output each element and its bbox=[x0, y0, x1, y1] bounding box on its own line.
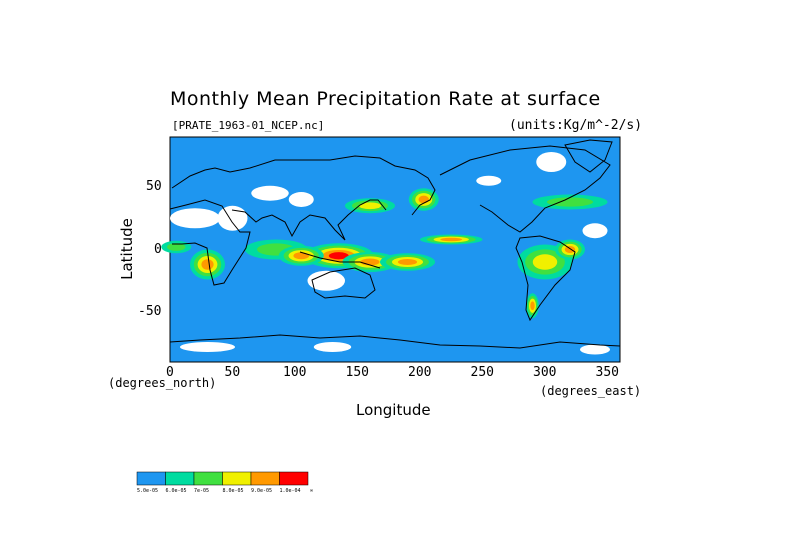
precip-cell bbox=[328, 252, 349, 260]
missing-region bbox=[217, 205, 248, 231]
colorbar-label: 6.0e-05 bbox=[166, 488, 187, 494]
x-tick-label: 300 bbox=[533, 365, 557, 380]
coastline-eurasia bbox=[171, 155, 436, 216]
coastline-south-america bbox=[515, 235, 576, 322]
missing-region bbox=[288, 192, 314, 207]
colorbar-swatch bbox=[136, 471, 166, 486]
x-axis-label: Longitude bbox=[356, 401, 431, 419]
x-tick-label: 250 bbox=[470, 365, 494, 380]
precip-cell bbox=[564, 246, 576, 253]
precip-cell bbox=[418, 195, 429, 204]
missing-region bbox=[251, 185, 289, 201]
coastline-indonesia bbox=[299, 251, 381, 269]
x-tick-label: 50 bbox=[224, 365, 241, 380]
y-axis-label: Latitude bbox=[117, 218, 136, 280]
coastline-australia bbox=[311, 267, 376, 299]
precip-cell bbox=[397, 258, 418, 266]
missing-region bbox=[307, 270, 345, 291]
precip-cell bbox=[546, 197, 594, 207]
x-tick-label: 0 bbox=[166, 365, 174, 380]
missing-region bbox=[476, 175, 502, 186]
coastlines bbox=[169, 139, 621, 349]
y-tick-label: 0 bbox=[154, 241, 162, 257]
colorbar-swatch bbox=[250, 471, 280, 486]
colorbar-label: 1.0e-04 bbox=[280, 488, 301, 494]
missing-data-layer bbox=[170, 152, 610, 355]
x-tick-label: 150 bbox=[345, 365, 369, 380]
colorbar-label: ∞ bbox=[310, 488, 313, 494]
colorbar-swatch bbox=[165, 471, 195, 486]
coastline-north-america bbox=[439, 145, 611, 233]
colorbar-swatch bbox=[222, 471, 252, 486]
precip-cell bbox=[532, 254, 558, 270]
colorbar-label: 7e-05 bbox=[194, 488, 209, 494]
missing-region bbox=[582, 223, 608, 239]
x-tick-label: 200 bbox=[408, 365, 432, 380]
precipitation-layer bbox=[161, 188, 608, 319]
colorbar-label: 5.0e-05 bbox=[137, 488, 158, 494]
precip-cell bbox=[358, 202, 382, 210]
y-unit-label: (degrees_north) bbox=[108, 376, 217, 390]
missing-region bbox=[536, 152, 567, 172]
colorbar-label: 9.0e-05 bbox=[251, 488, 272, 494]
missing-region bbox=[580, 344, 610, 355]
missing-region bbox=[180, 342, 235, 352]
colorbar: 5.0e-05 6.0e-05 7e-05 8.0e-05 9.0e-05 1.0e-04… bbox=[136, 471, 313, 494]
precip-cell bbox=[360, 258, 380, 266]
precip-cell bbox=[201, 259, 214, 270]
precip-cell bbox=[440, 237, 463, 242]
colorbar-swatch bbox=[193, 471, 223, 486]
coastline-greenland bbox=[564, 139, 613, 173]
y-tick-label: 50 bbox=[146, 179, 162, 194]
precip-cell bbox=[293, 252, 310, 260]
precip-cell bbox=[530, 301, 535, 311]
colorbar-swatch bbox=[279, 471, 309, 486]
precip-cell bbox=[167, 243, 186, 251]
coastline-africa bbox=[169, 199, 251, 286]
coastline-antarctica bbox=[169, 334, 621, 349]
units-label: (units:Kg/m^-2/s) bbox=[509, 118, 643, 133]
missing-region bbox=[313, 342, 352, 352]
x-tick-label: 350 bbox=[595, 365, 619, 380]
missing-region bbox=[170, 208, 220, 229]
colorbar-label: 8.0e-05 bbox=[223, 488, 244, 494]
x-tick-label: 100 bbox=[283, 365, 307, 380]
file-label: [PRATE_1963-01_NCEP.nc] bbox=[172, 119, 325, 132]
x-unit-label: (degrees_east) bbox=[540, 384, 642, 398]
y-tick-label: -50 bbox=[138, 304, 162, 319]
coastline-south-asia bbox=[231, 199, 387, 241]
chart-title: Monthly Mean Precipitation Rate at surfa… bbox=[170, 88, 601, 110]
